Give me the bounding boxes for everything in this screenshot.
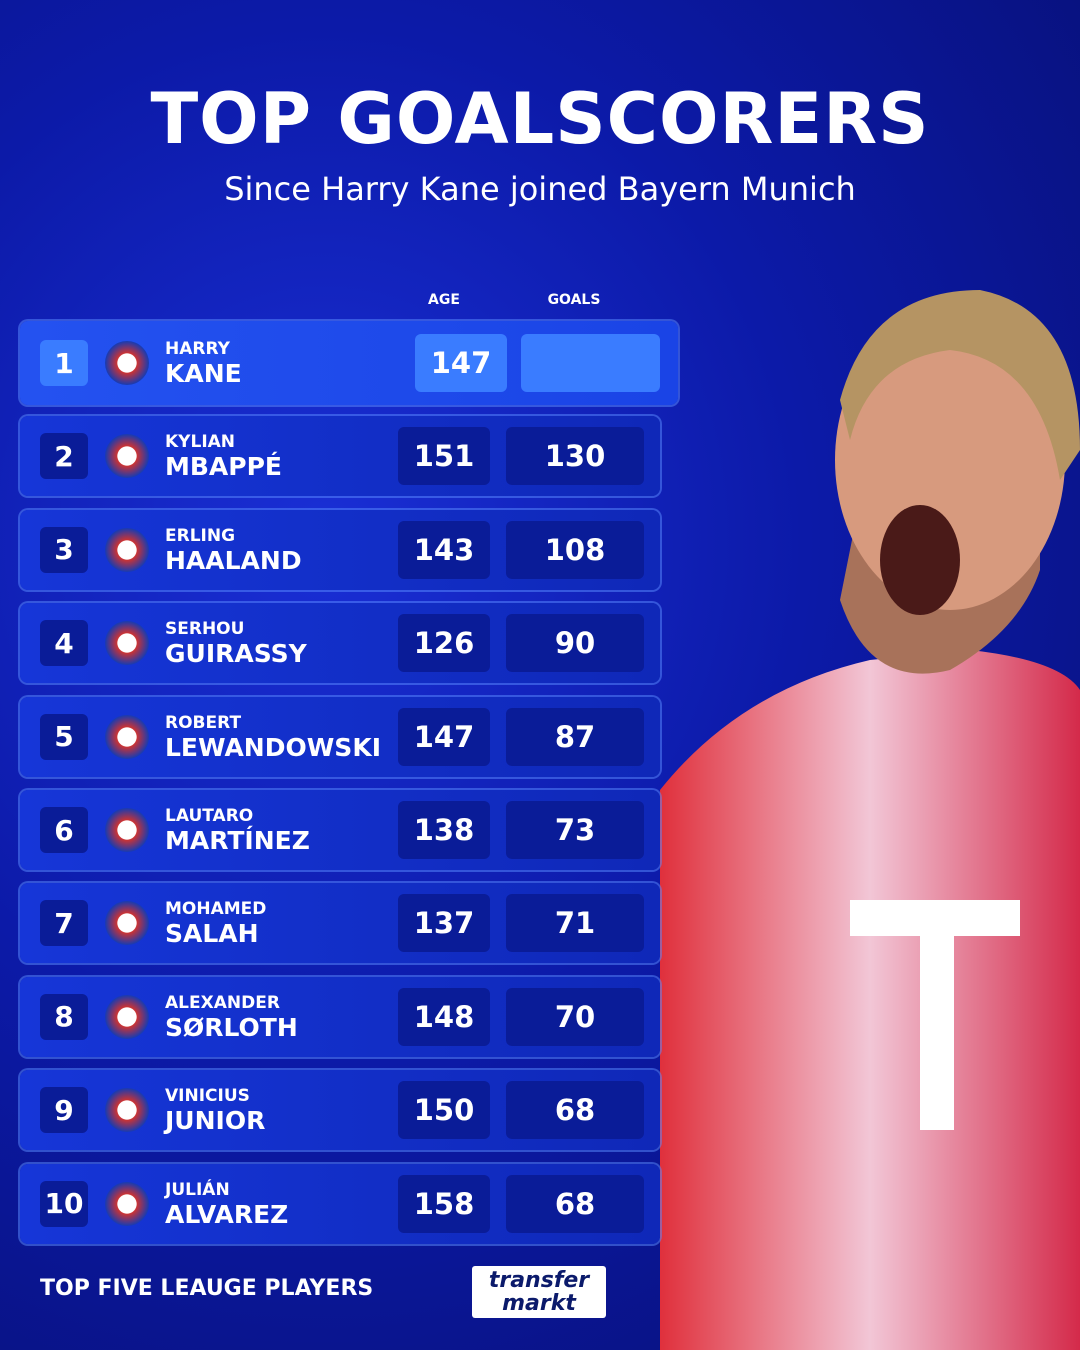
age: 158	[398, 1174, 490, 1233]
rank: 10	[40, 1180, 88, 1227]
rank: 8	[40, 993, 88, 1040]
club-badge	[105, 994, 149, 1039]
rank: 2	[40, 433, 88, 480]
rank: 7	[40, 900, 88, 947]
club-badge	[105, 527, 149, 572]
club-badge	[105, 901, 149, 946]
first-name: LAUTARO	[165, 806, 254, 826]
first-name: SERHOU	[165, 619, 245, 640]
age: 137	[398, 894, 490, 953]
first-name: VINICIUS	[165, 1086, 250, 1107]
club-badge	[105, 434, 149, 479]
age: 148	[398, 987, 490, 1046]
club-badge	[105, 808, 149, 852]
goals	[521, 334, 660, 392]
last-name: JUNIOR	[165, 1106, 266, 1136]
last-name: MARTÍNEZ	[165, 826, 310, 855]
goals: 68	[506, 1081, 644, 1140]
last-name: ALVAREZ	[165, 1199, 289, 1229]
goals: 71	[506, 894, 644, 953]
rank: 6	[40, 807, 88, 853]
age: 126	[398, 614, 490, 673]
last-name: LEWANDOWSKI	[165, 732, 381, 762]
rank: 9	[40, 1087, 88, 1134]
rank: 4	[40, 620, 88, 667]
goals: 87	[506, 707, 644, 766]
last-name: HAALAND	[165, 545, 302, 575]
first-name: MOHAMED	[165, 899, 267, 920]
column-header: AGE	[428, 292, 460, 308]
rank: 5	[40, 713, 88, 760]
first-name: HARRY	[165, 339, 230, 359]
title: TOP GOALSCORERS	[150, 78, 930, 160]
age: 151	[398, 427, 490, 486]
logo-text: markt	[502, 1291, 576, 1316]
first-name: ERLING	[165, 525, 236, 546]
goals: 73	[506, 801, 644, 859]
footer-note: TOP FIVE LEAUGE PLAYERS	[40, 1276, 374, 1301]
club-badge	[105, 714, 149, 759]
age: 150	[398, 1081, 490, 1140]
player-photo	[660, 290, 1080, 1350]
age: 147	[415, 334, 507, 392]
goals: 130	[506, 427, 644, 486]
goals: 108	[506, 520, 644, 579]
last-name: KANE	[165, 359, 242, 388]
age: 138	[398, 801, 490, 859]
age: 147	[398, 707, 490, 766]
rank: 3	[40, 526, 88, 573]
club-badge	[105, 1181, 149, 1226]
club-badge	[105, 1088, 149, 1133]
last-name: SØRLOTH	[165, 1012, 298, 1042]
last-name: MBAPPÉ	[165, 452, 283, 482]
first-name: JULIÁN	[165, 1179, 230, 1200]
first-name: ROBERT	[165, 712, 242, 733]
club-badge	[105, 621, 149, 666]
subtitle: Since Harry Kane joined Bayern Munich	[224, 170, 856, 208]
first-name: KYLIAN	[165, 432, 236, 453]
goals: 68	[506, 1174, 644, 1233]
club-badge	[105, 341, 149, 385]
column-header: GOALS	[547, 292, 601, 308]
goals: 70	[506, 987, 644, 1046]
logo-text: transfer	[488, 1268, 590, 1293]
goals: 90	[506, 614, 644, 673]
first-name: ALEXANDER	[165, 992, 280, 1013]
last-name: SALAH	[165, 919, 259, 949]
logo: transfer markt	[472, 1266, 606, 1318]
age: 143	[398, 520, 490, 579]
last-name: GUIRASSY	[165, 639, 307, 669]
rank: 1	[40, 340, 88, 386]
